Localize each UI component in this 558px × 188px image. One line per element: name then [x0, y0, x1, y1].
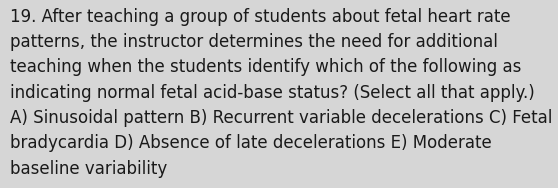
Text: 19. After teaching a group of students about fetal heart rate: 19. After teaching a group of students a…	[10, 8, 511, 26]
Text: A) Sinusoidal pattern B) Recurrent variable decelerations C) Fetal: A) Sinusoidal pattern B) Recurrent varia…	[10, 109, 552, 127]
Text: indicating normal fetal acid-base status? (Select all that apply.): indicating normal fetal acid-base status…	[10, 84, 535, 102]
Text: patterns, the instructor determines the need for additional: patterns, the instructor determines the …	[10, 33, 498, 51]
Text: baseline variability: baseline variability	[10, 160, 167, 178]
Text: teaching when the students identify which of the following as: teaching when the students identify whic…	[10, 58, 521, 76]
Text: bradycardia D) Absence of late decelerations E) Moderate: bradycardia D) Absence of late decelerat…	[10, 134, 492, 152]
